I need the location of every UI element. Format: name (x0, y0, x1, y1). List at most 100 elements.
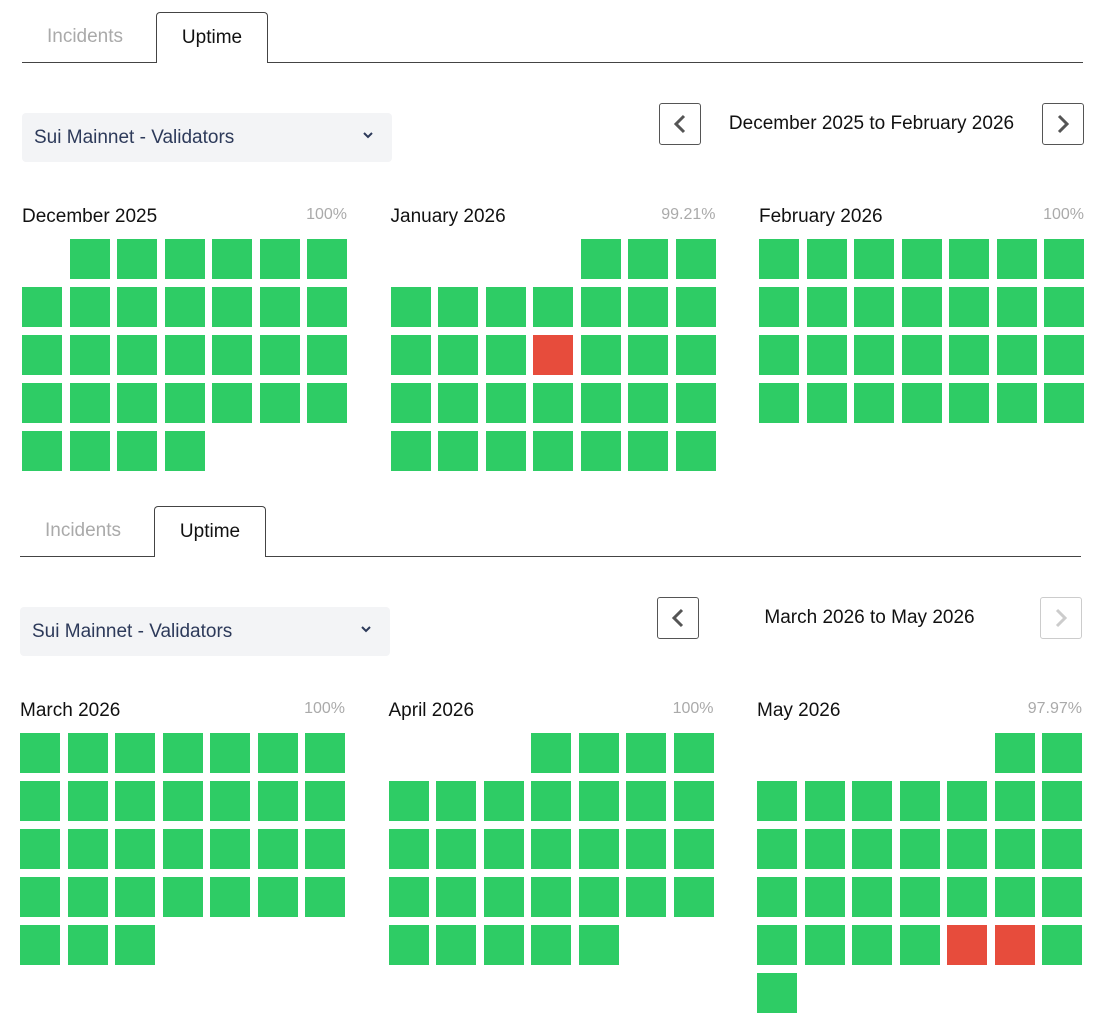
day-cell[interactable] (485, 431, 526, 471)
day-cell[interactable] (164, 239, 205, 279)
day-cell[interactable] (1044, 335, 1084, 375)
day-cell[interactable] (996, 335, 1037, 375)
day-cell[interactable] (436, 925, 476, 965)
day-cell[interactable] (257, 877, 298, 917)
day-cell[interactable] (20, 733, 60, 773)
day-cell[interactable] (438, 431, 478, 471)
day-cell[interactable] (996, 239, 1037, 279)
tab[interactable]: Incidents (44, 519, 122, 541)
day-cell[interactable] (257, 781, 298, 821)
day-cell[interactable] (162, 829, 203, 869)
day-cell[interactable] (531, 925, 571, 965)
day-cell[interactable] (305, 829, 345, 869)
day-cell[interactable] (20, 829, 60, 869)
day-cell[interactable] (162, 781, 203, 821)
day-cell[interactable] (675, 239, 716, 279)
day-cell[interactable] (438, 335, 478, 375)
day-cell[interactable] (69, 335, 110, 375)
day-cell[interactable] (115, 925, 155, 965)
day-cell[interactable] (390, 431, 431, 471)
day-cell[interactable] (578, 925, 619, 965)
day-cell[interactable] (388, 781, 429, 821)
day-cell[interactable] (949, 287, 989, 327)
day-cell[interactable] (212, 239, 252, 279)
day-cell[interactable] (69, 287, 110, 327)
day-cell[interactable] (210, 781, 250, 821)
day-cell[interactable] (212, 335, 252, 375)
day-cell[interactable] (994, 829, 1035, 869)
day-cell[interactable] (899, 829, 940, 869)
day-cell[interactable] (483, 925, 524, 965)
day-cell[interactable] (533, 335, 573, 375)
day-cell[interactable] (626, 829, 666, 869)
day-cell[interactable] (67, 733, 108, 773)
day-cell[interactable] (67, 877, 108, 917)
day-cell[interactable] (628, 431, 668, 471)
day-cell[interactable] (675, 431, 716, 471)
day-cell[interactable] (994, 781, 1035, 821)
day-cell[interactable] (210, 877, 250, 917)
day-cell[interactable] (305, 733, 345, 773)
day-cell[interactable] (259, 335, 300, 375)
day-cell[interactable] (22, 383, 62, 423)
tab[interactable]: Uptime (154, 506, 266, 557)
day-cell[interactable] (901, 383, 942, 423)
day-cell[interactable] (806, 287, 847, 327)
day-cell[interactable] (390, 383, 431, 423)
day-cell[interactable] (67, 925, 108, 965)
day-cell[interactable] (757, 781, 797, 821)
day-cell[interactable] (628, 335, 668, 375)
day-cell[interactable] (580, 239, 621, 279)
day-cell[interactable] (947, 781, 987, 821)
day-cell[interactable] (1042, 925, 1082, 965)
day-cell[interactable] (117, 287, 157, 327)
day-cell[interactable] (67, 829, 108, 869)
day-cell[interactable] (1042, 877, 1082, 917)
day-cell[interactable] (483, 877, 524, 917)
day-cell[interactable] (804, 925, 845, 965)
day-cell[interactable] (390, 335, 431, 375)
day-cell[interactable] (994, 925, 1035, 965)
day-cell[interactable] (1044, 383, 1084, 423)
day-cell[interactable] (759, 239, 799, 279)
day-cell[interactable] (115, 781, 155, 821)
day-cell[interactable] (806, 335, 847, 375)
day-cell[interactable] (628, 287, 668, 327)
day-cell[interactable] (438, 383, 478, 423)
day-cell[interactable] (852, 925, 892, 965)
day-cell[interactable] (531, 829, 571, 869)
day-cell[interactable] (901, 335, 942, 375)
day-cell[interactable] (996, 383, 1037, 423)
day-cell[interactable] (485, 383, 526, 423)
day-cell[interactable] (947, 925, 987, 965)
day-cell[interactable] (22, 335, 62, 375)
day-cell[interactable] (759, 335, 799, 375)
day-cell[interactable] (436, 829, 476, 869)
day-cell[interactable] (212, 287, 252, 327)
day-cell[interactable] (673, 781, 714, 821)
day-cell[interactable] (20, 781, 60, 821)
day-cell[interactable] (259, 287, 300, 327)
day-cell[interactable] (580, 287, 621, 327)
day-cell[interactable] (531, 781, 571, 821)
day-cell[interactable] (438, 287, 478, 327)
day-cell[interactable] (1044, 287, 1084, 327)
day-cell[interactable] (115, 733, 155, 773)
day-cell[interactable] (533, 383, 573, 423)
day-cell[interactable] (22, 287, 62, 327)
day-cell[interactable] (485, 335, 526, 375)
day-cell[interactable] (164, 335, 205, 375)
day-cell[interactable] (578, 829, 619, 869)
day-cell[interactable] (1042, 829, 1082, 869)
tab[interactable]: Incidents (46, 25, 124, 47)
day-cell[interactable] (117, 239, 157, 279)
day-cell[interactable] (947, 829, 987, 869)
day-cell[interactable] (485, 287, 526, 327)
day-cell[interactable] (626, 877, 666, 917)
day-cell[interactable] (483, 829, 524, 869)
day-cell[interactable] (117, 383, 157, 423)
day-cell[interactable] (757, 829, 797, 869)
day-cell[interactable] (899, 781, 940, 821)
day-cell[interactable] (164, 287, 205, 327)
day-cell[interactable] (852, 781, 892, 821)
